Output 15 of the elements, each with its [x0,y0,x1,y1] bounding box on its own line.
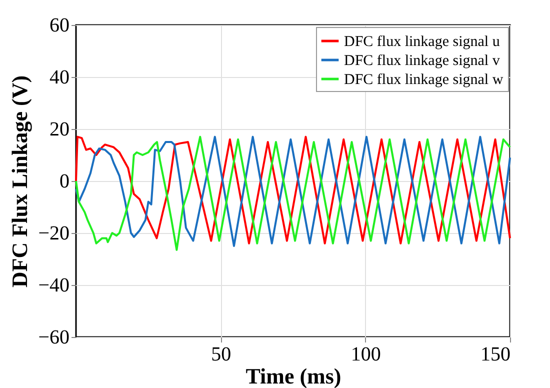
legend-label: DFC flux linkage signal u [344,34,500,50]
y-tick-label: −40 [38,274,70,296]
x-tick-label: 50 [211,344,232,366]
x-tick-label: 100 [350,344,381,366]
y-axis-title: DFC Flux Linkage (V) [7,75,32,288]
legend-label: DFC flux linkage signal v [344,53,500,69]
legend-label: DFC flux linkage signal w [344,72,504,88]
x-axis-title: Time (ms) [246,364,342,388]
y-tick-label: 20 [50,118,70,140]
y-tick-label: 0 [60,170,70,192]
y-tick-label: 40 [50,66,70,88]
x-tick-label: 150 [480,344,510,366]
y-tick-label: −20 [38,222,70,244]
y-tick-label: 60 [50,14,70,36]
y-tick-label: −60 [38,326,70,348]
